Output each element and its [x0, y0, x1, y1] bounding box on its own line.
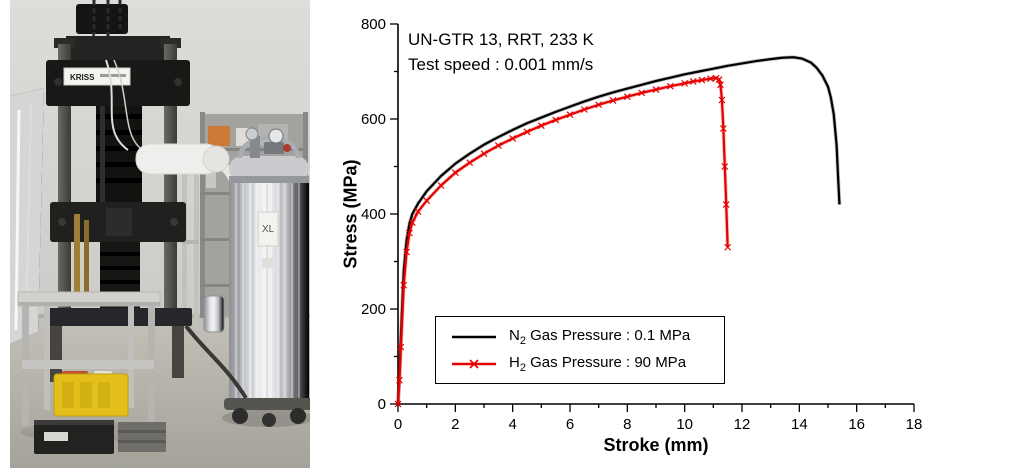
legend-label-h2: H2 Gas Pressure : 90 MPa [509, 353, 687, 374]
pressure-gauge [268, 128, 284, 144]
stress-stroke-chart: 0 2 4 6 8 10 12 14 16 18 0 200 400 600 800 UN-GTR 13, … [330, 0, 1024, 468]
apparatus-photo-illustration: KRISS [10, 0, 310, 468]
svg-text:6: 6 [566, 416, 574, 433]
svg-text:12: 12 [734, 416, 751, 433]
gas-dewar: XL [222, 127, 310, 427]
svg-text:8: 8 [623, 416, 631, 433]
svg-text:0: 0 [394, 416, 402, 433]
dewar-sticker-text: XL [262, 224, 275, 235]
frame-column-right [164, 44, 177, 320]
chart-legend: N2 Gas Pressure : 0.1 MPa H2 Gas Pressur… [435, 316, 725, 384]
annotation-line-2: Test speed : 0.001 mm/s [408, 55, 594, 74]
legend-label-n2: N2 Gas Pressure : 0.1 MPa [509, 326, 691, 347]
gold-rod [74, 214, 80, 306]
equipment-box [34, 420, 166, 454]
svg-text:800: 800 [361, 16, 386, 33]
svg-text:2: 2 [451, 416, 459, 433]
small-cylinder [203, 295, 225, 333]
test-frame: KRISS [44, 36, 192, 382]
dewar-wheel [232, 408, 248, 424]
svg-text:600: 600 [361, 111, 386, 128]
dewar-valve [245, 127, 259, 141]
plastic-sheet [10, 88, 44, 344]
floor-cable [184, 324, 248, 400]
svg-text:16: 16 [848, 416, 865, 433]
svg-text:10: 10 [676, 416, 693, 433]
apparatus-photo: KRISS [10, 0, 310, 468]
sensor-wire [105, 59, 129, 151]
svg-text:0: 0 [378, 396, 386, 413]
n2-line-sample [452, 335, 496, 338]
legend-entry-n2: N2 Gas Pressure : 0.1 MPa [450, 327, 710, 347]
svg-text:200: 200 [361, 301, 386, 318]
dewar-sticker: XL [257, 211, 279, 247]
plot-canvas: 0 2 4 6 8 10 12 14 16 18 0 200 400 600 800 [361, 16, 923, 433]
frame-base [44, 308, 192, 326]
h2-line-sample [452, 358, 496, 369]
orange-box [208, 126, 230, 146]
annotation-line-1: UN-GTR 13, RRT, 233 K [408, 30, 594, 49]
chart-annotation: UN-GTR 13, RRT, 233 K Test speed : 0.001… [408, 27, 594, 77]
svg-text:400: 400 [361, 206, 386, 223]
svg-text:18: 18 [906, 416, 923, 433]
yellow-crate [53, 371, 129, 417]
svg-text:4: 4 [508, 416, 516, 433]
x-axis-title: Stroke (mm) [603, 435, 709, 455]
machine-plate-text: KRISS [70, 73, 95, 82]
legend-entry-h2: H2 Gas Pressure : 90 MPa [450, 354, 710, 374]
frame-column-left [58, 44, 71, 320]
y-axis-title: Stress (MPa) [340, 159, 361, 269]
machine-plate: KRISS [63, 67, 131, 86]
svg-text:14: 14 [791, 416, 808, 433]
